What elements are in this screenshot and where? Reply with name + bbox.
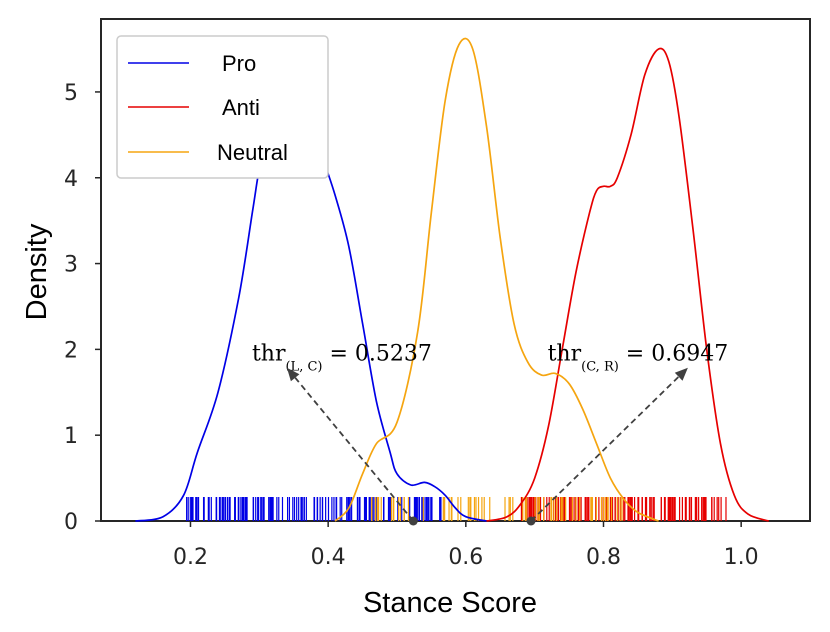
legend: Pro Anti Neutral bbox=[116, 35, 329, 179]
y-tick-label: 3 bbox=[64, 253, 78, 278]
y-tick-label: 5 bbox=[64, 81, 78, 106]
x-tick-label: 0.4 bbox=[311, 545, 346, 570]
threshold-point-lc bbox=[408, 516, 418, 526]
density-curve-neutral bbox=[334, 37, 659, 522]
y-ticks: 0 1 2 3 4 5 bbox=[64, 81, 101, 535]
threshold-arrowhead-cr bbox=[674, 367, 688, 381]
plot-frame bbox=[100, 18, 811, 522]
x-axis-label: Stance Score bbox=[363, 587, 537, 619]
threshold-annotations: thr(L, C) = 0.5237 thr(C, R) = 0.6947 bbox=[252, 342, 728, 526]
x-tick-label: 0.6 bbox=[448, 545, 483, 570]
x-ticks: 0.2 0.4 0.6 0.8 1.0 bbox=[173, 521, 759, 570]
threshold-arrow-cr bbox=[530, 376, 680, 522]
legend-label-anti: Anti bbox=[222, 95, 260, 120]
x-tick-label: 0.2 bbox=[173, 545, 208, 570]
threshold-label-cr: thr(C, R) = 0.6947 bbox=[548, 342, 729, 375]
rug-marks bbox=[186, 497, 727, 521]
threshold-label-lc: thr(L, C) = 0.5237 bbox=[252, 342, 432, 375]
y-tick-label: 2 bbox=[64, 338, 78, 363]
y-tick-label: 1 bbox=[64, 424, 78, 449]
legend-box bbox=[116, 35, 329, 179]
threshold-arrowhead-lc bbox=[286, 367, 300, 382]
density-curve-anti bbox=[486, 47, 769, 522]
y-axis-label: Density bbox=[21, 223, 53, 320]
legend-label-neutral: Neutral bbox=[217, 140, 288, 165]
x-tick-label: 1.0 bbox=[724, 545, 759, 570]
legend-label-pro: Pro bbox=[222, 51, 256, 76]
threshold-arrow-lc bbox=[294, 377, 414, 522]
y-tick-label: 0 bbox=[64, 510, 78, 535]
x-tick-label: 0.8 bbox=[586, 545, 621, 570]
y-tick-label: 4 bbox=[64, 167, 78, 192]
threshold-point-cr bbox=[526, 516, 536, 526]
